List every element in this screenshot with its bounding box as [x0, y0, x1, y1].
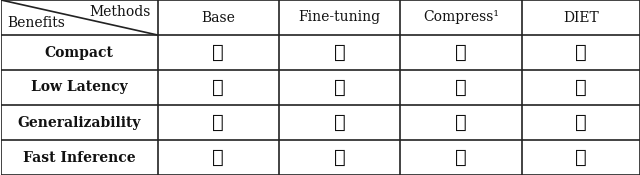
Text: ✗: ✗: [212, 79, 224, 96]
Text: Fine-tuning: Fine-tuning: [299, 10, 381, 25]
Text: ✓: ✓: [334, 114, 346, 131]
Text: ✗: ✗: [212, 149, 224, 166]
Text: Methods: Methods: [90, 5, 151, 19]
Text: Generalizability: Generalizability: [17, 116, 141, 130]
Text: Benefits: Benefits: [8, 16, 65, 30]
Text: ✓: ✓: [575, 44, 587, 61]
Text: ✗: ✗: [334, 44, 346, 61]
Text: ✗: ✗: [334, 149, 346, 166]
Text: Low Latency: Low Latency: [31, 80, 127, 94]
Text: ✗: ✗: [334, 79, 346, 96]
Text: ✓: ✓: [455, 149, 467, 166]
Text: Compact: Compact: [45, 46, 114, 60]
Text: Fast Inference: Fast Inference: [23, 150, 136, 164]
Text: Compress¹: Compress¹: [423, 10, 499, 25]
Text: ✓: ✓: [575, 149, 587, 166]
Text: DIET: DIET: [563, 10, 599, 25]
Text: ✗: ✗: [212, 114, 224, 131]
Text: ✓: ✓: [575, 114, 587, 131]
Text: ✗: ✗: [455, 114, 467, 131]
Text: ✓: ✓: [575, 79, 587, 96]
Text: ✗: ✗: [212, 44, 224, 61]
Text: Base: Base: [202, 10, 235, 25]
Text: ✓: ✓: [455, 44, 467, 61]
Text: ✓: ✓: [455, 79, 467, 96]
